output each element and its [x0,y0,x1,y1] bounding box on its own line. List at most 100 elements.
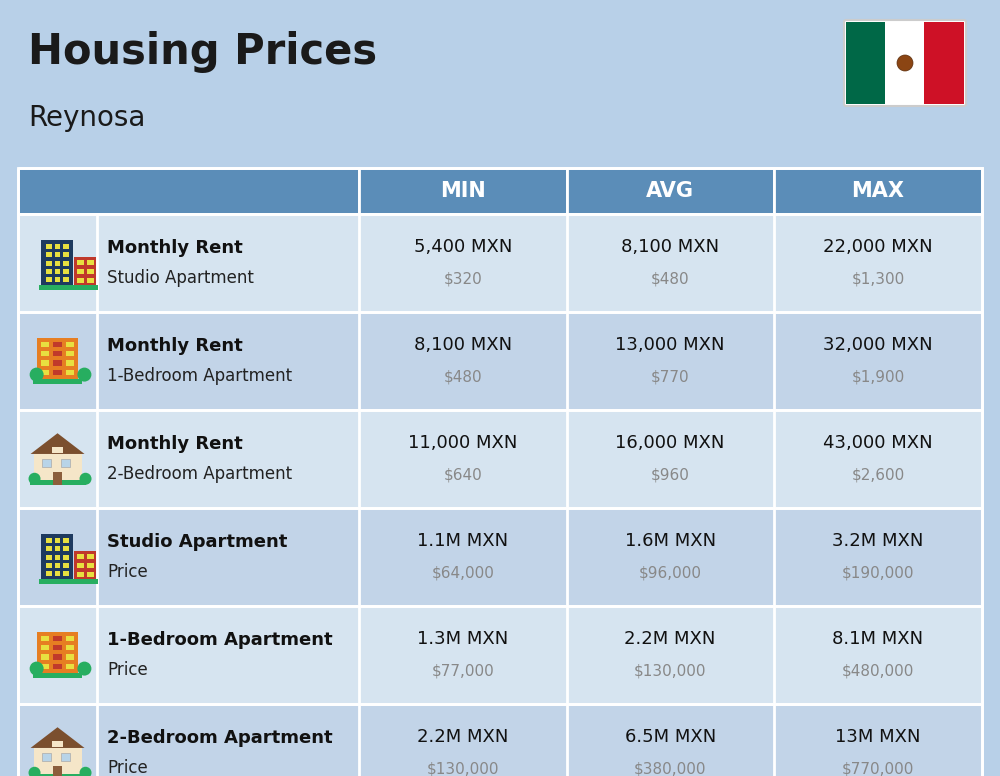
Text: 2-Bedroom Apartment: 2-Bedroom Apartment [107,729,333,747]
FancyBboxPatch shape [18,704,982,776]
FancyBboxPatch shape [66,636,74,641]
FancyBboxPatch shape [66,361,74,365]
Text: 11,000 MXN: 11,000 MXN [408,435,518,452]
FancyBboxPatch shape [46,277,52,282]
FancyBboxPatch shape [63,546,69,551]
FancyBboxPatch shape [87,563,94,568]
FancyBboxPatch shape [18,606,982,704]
FancyBboxPatch shape [66,352,74,356]
Text: MAX: MAX [851,181,904,201]
FancyBboxPatch shape [52,740,63,747]
Circle shape [77,368,91,382]
FancyBboxPatch shape [359,168,567,214]
FancyBboxPatch shape [63,252,69,258]
Text: 1.3M MXN: 1.3M MXN [417,630,509,648]
Polygon shape [31,433,85,454]
FancyBboxPatch shape [87,278,94,283]
FancyBboxPatch shape [34,748,82,776]
Text: Studio Apartment: Studio Apartment [107,533,287,551]
Text: $480: $480 [651,271,689,286]
Text: $380,000: $380,000 [634,761,706,776]
FancyBboxPatch shape [55,563,60,568]
Circle shape [80,767,92,776]
FancyBboxPatch shape [18,214,982,312]
Polygon shape [31,727,85,748]
FancyBboxPatch shape [41,636,49,641]
FancyBboxPatch shape [74,550,96,583]
FancyBboxPatch shape [87,260,94,265]
FancyBboxPatch shape [18,508,982,606]
Text: Price: Price [107,759,148,776]
Text: 2.2M MXN: 2.2M MXN [624,630,716,648]
Circle shape [30,368,44,382]
FancyBboxPatch shape [77,554,84,559]
FancyBboxPatch shape [41,369,49,375]
FancyBboxPatch shape [63,261,69,265]
Text: Reynosa: Reynosa [28,104,145,132]
Circle shape [29,473,41,485]
Text: $64,000: $64,000 [431,565,494,580]
FancyBboxPatch shape [46,539,52,543]
Text: $130,000: $130,000 [634,663,706,678]
FancyBboxPatch shape [18,312,982,410]
FancyBboxPatch shape [63,539,69,543]
FancyBboxPatch shape [66,663,74,669]
FancyBboxPatch shape [42,459,51,467]
FancyBboxPatch shape [18,168,359,214]
FancyBboxPatch shape [39,285,98,290]
FancyBboxPatch shape [66,369,74,375]
Text: 32,000 MXN: 32,000 MXN [823,336,933,355]
Text: Monthly Rent: Monthly Rent [107,338,243,355]
FancyBboxPatch shape [41,663,49,669]
Text: 43,000 MXN: 43,000 MXN [823,435,933,452]
Text: 2.2M MXN: 2.2M MXN [417,729,509,747]
FancyBboxPatch shape [74,257,96,289]
FancyBboxPatch shape [77,278,84,283]
Text: $960: $960 [651,467,690,482]
Text: 8.1M MXN: 8.1M MXN [832,630,923,648]
Text: $77,000: $77,000 [432,663,494,678]
Text: Price: Price [107,563,148,580]
FancyBboxPatch shape [63,244,69,249]
FancyBboxPatch shape [66,342,74,347]
FancyBboxPatch shape [53,663,62,669]
Text: $480,000: $480,000 [842,663,914,678]
FancyBboxPatch shape [41,352,49,356]
FancyBboxPatch shape [46,571,52,576]
FancyBboxPatch shape [87,554,94,559]
FancyBboxPatch shape [53,766,62,776]
FancyBboxPatch shape [66,654,74,660]
FancyBboxPatch shape [53,361,62,365]
FancyBboxPatch shape [55,261,60,265]
Text: 5,400 MXN: 5,400 MXN [414,238,512,256]
FancyBboxPatch shape [41,241,73,289]
FancyBboxPatch shape [55,571,60,576]
FancyBboxPatch shape [33,673,82,677]
FancyBboxPatch shape [61,753,70,761]
FancyBboxPatch shape [77,572,84,577]
FancyBboxPatch shape [87,572,94,577]
Circle shape [30,662,44,676]
FancyBboxPatch shape [846,22,885,104]
FancyBboxPatch shape [55,269,60,274]
FancyBboxPatch shape [41,654,49,660]
FancyBboxPatch shape [33,379,82,383]
Text: $640: $640 [444,467,482,482]
Text: Monthly Rent: Monthly Rent [107,435,243,453]
FancyBboxPatch shape [55,555,60,559]
Text: 13M MXN: 13M MXN [835,729,921,747]
Text: 2-Bedroom Apartment: 2-Bedroom Apartment [107,465,292,483]
FancyBboxPatch shape [77,268,84,275]
FancyBboxPatch shape [46,252,52,258]
Text: $320: $320 [444,271,482,286]
FancyBboxPatch shape [885,22,924,104]
Text: Monthly Rent: Monthly Rent [107,239,243,258]
FancyBboxPatch shape [41,361,49,365]
FancyBboxPatch shape [55,546,60,551]
FancyBboxPatch shape [55,244,60,249]
FancyBboxPatch shape [53,645,62,650]
FancyBboxPatch shape [46,563,52,568]
FancyBboxPatch shape [63,563,69,568]
Text: 1-Bedroom Apartment: 1-Bedroom Apartment [107,632,333,650]
FancyBboxPatch shape [61,459,70,467]
